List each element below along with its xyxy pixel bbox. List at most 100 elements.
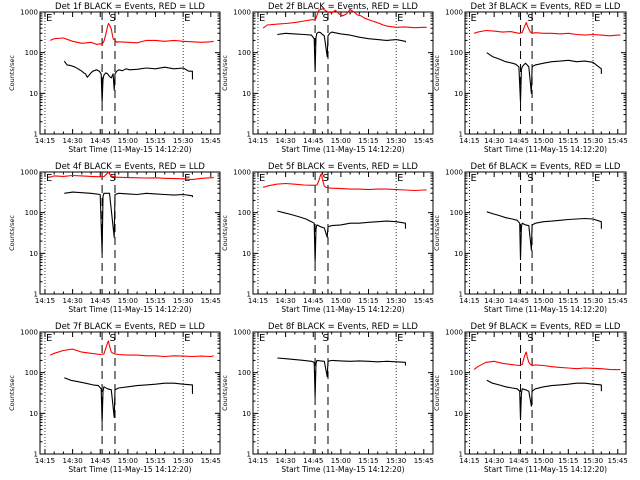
series-lld-line bbox=[262, 173, 427, 192]
series-lld-line bbox=[473, 351, 621, 371]
y-tick-label: 1 bbox=[459, 131, 463, 139]
y-tick-label: 1000 bbox=[20, 169, 38, 177]
y-tick-label: 1 bbox=[34, 291, 38, 299]
x-tick-label: 14:45 bbox=[303, 137, 323, 145]
panel-det-7f: Det 7f BLACK = Events, RED = LLD 1 10 100 10… bbox=[8, 322, 221, 474]
x-tick-label: 15:00 bbox=[118, 137, 138, 145]
x-tick-label: 15:30 bbox=[173, 137, 193, 145]
y-tick-label: 10 bbox=[29, 250, 38, 258]
x-tick-label: 15:15 bbox=[358, 297, 378, 305]
x-tick-label: 14:30 bbox=[63, 137, 83, 145]
chart-title: Det 2f BLACK = Events, RED = LLD bbox=[268, 2, 418, 12]
marker-e: E bbox=[470, 13, 476, 24]
y-tick-label: 1000 bbox=[20, 329, 38, 337]
x-tick-label: 14:45 bbox=[509, 137, 529, 145]
marker-e: E bbox=[46, 13, 52, 24]
y-tick-label: 100 bbox=[238, 209, 251, 217]
series-lld-line bbox=[262, 8, 427, 29]
y-tick-label: 1000 bbox=[233, 169, 251, 177]
x-tick-label: 15:30 bbox=[583, 457, 603, 465]
x-axis-label: Start Time (11-May-15 14:12:20) bbox=[484, 305, 607, 314]
y-tick-label: 1 bbox=[34, 451, 38, 459]
x-tick-label: 15:00 bbox=[331, 137, 351, 145]
marker-e: E bbox=[46, 333, 52, 344]
y-tick-label: 1 bbox=[247, 291, 251, 299]
series-events-line bbox=[486, 52, 602, 103]
y-tick-label: 100 bbox=[25, 369, 38, 377]
x-tick-label: 14:45 bbox=[90, 137, 110, 145]
x-axis-label: Start Time (11-May-15 14:12:20) bbox=[484, 465, 607, 474]
series-events-line bbox=[64, 191, 194, 254]
x-tick-label: 14:45 bbox=[90, 297, 110, 305]
marker-e: E bbox=[397, 333, 403, 344]
x-tick-label: 15:45 bbox=[414, 457, 434, 465]
series-events-line bbox=[63, 60, 194, 103]
chart-title: Det 9f BLACK = Events, RED = LLD bbox=[471, 322, 621, 332]
plot-frame bbox=[39, 331, 221, 455]
x-tick-label: 14:45 bbox=[509, 457, 529, 465]
y-tick-label: 10 bbox=[242, 250, 251, 258]
marker-e: E bbox=[259, 333, 265, 344]
marker-e: E bbox=[259, 173, 265, 184]
y-axis-label: Counts/sec bbox=[221, 215, 229, 251]
x-tick-label: 15:00 bbox=[534, 457, 554, 465]
x-tick-label: 15:15 bbox=[145, 297, 165, 305]
x-tick-label: 15:00 bbox=[534, 297, 554, 305]
x-tick-label: 14:30 bbox=[276, 297, 296, 305]
panel-det-8f: Det 8f BLACK = Events, RED = LLD 1 10 100 10… bbox=[221, 322, 434, 474]
x-axis-label: Start Time (11-May-15 14:12:20) bbox=[281, 465, 404, 474]
x-axis-label: Start Time (11-May-15 14:12:20) bbox=[68, 305, 191, 314]
x-tick-label: 14:30 bbox=[63, 297, 83, 305]
chart-title: Det 8f BLACK = Events, RED = LLD bbox=[268, 322, 418, 332]
x-tick-label: 14:30 bbox=[276, 457, 296, 465]
x-tick-label: 15:45 bbox=[608, 457, 628, 465]
x-tick-label: 15:15 bbox=[358, 137, 378, 145]
panel-det-9f: Det 9f BLACK = Events, RED = LLD 1 10 100 10… bbox=[433, 322, 628, 474]
y-tick-label: 1 bbox=[34, 131, 38, 139]
plot-frame bbox=[464, 11, 627, 135]
marker-e: E bbox=[397, 13, 403, 24]
y-axis-label: Counts/sec bbox=[221, 55, 229, 91]
marker-e: E bbox=[184, 13, 190, 24]
chart-title: Det 3f BLACK = Events, RED = LLD bbox=[471, 2, 621, 12]
x-axis-label: Start Time (11-May-15 14:12:20) bbox=[281, 145, 404, 154]
series-lld-line bbox=[49, 340, 214, 358]
x-tick-label: 15:15 bbox=[558, 457, 578, 465]
y-axis-label: Counts/sec bbox=[8, 215, 16, 251]
x-tick-label: 14:45 bbox=[509, 297, 529, 305]
x-tick-label: 15:30 bbox=[386, 457, 406, 465]
marker-s: S bbox=[527, 333, 533, 344]
y-axis-label: Counts/sec bbox=[221, 375, 229, 411]
y-tick-label: 1000 bbox=[445, 9, 463, 17]
x-tick-label: 15:00 bbox=[534, 137, 554, 145]
x-tick-label: 15:45 bbox=[201, 457, 221, 465]
y-tick-label: 100 bbox=[450, 209, 463, 217]
marker-e: E bbox=[594, 13, 600, 24]
y-tick-label: 100 bbox=[238, 49, 251, 57]
x-tick-label: 15:45 bbox=[414, 137, 434, 145]
plot-frame bbox=[252, 171, 434, 295]
y-tick-label: 100 bbox=[238, 369, 251, 377]
chart-title: Det 1f BLACK = Events, RED = LLD bbox=[55, 2, 205, 12]
y-axis-label: Counts/sec bbox=[433, 215, 441, 251]
panel-det-1f: Det 1f BLACK = Events, RED = LLD 1 10 100 10… bbox=[8, 2, 221, 154]
x-tick-label: 15:30 bbox=[386, 297, 406, 305]
x-tick-label: 14:30 bbox=[63, 457, 83, 465]
x-tick-label: 14:30 bbox=[484, 137, 504, 145]
x-tick-label: 15:15 bbox=[558, 137, 578, 145]
y-tick-label: 1 bbox=[459, 291, 463, 299]
marker-e: E bbox=[184, 333, 190, 344]
x-tick-label: 14:15 bbox=[459, 457, 479, 465]
marker-e: E bbox=[470, 173, 476, 184]
panel-det-6f: Det 6f BLACK = Events, RED = LLD 1 10 100 10… bbox=[433, 162, 628, 314]
x-tick-label: 15:00 bbox=[118, 457, 138, 465]
x-axis-label: Start Time (11-May-15 14:12:20) bbox=[68, 465, 191, 474]
panel-det-3f: Det 3f BLACK = Events, RED = LLD 1 10 100 10… bbox=[433, 2, 628, 154]
x-tick-label: 14:45 bbox=[303, 297, 323, 305]
y-tick-label: 1000 bbox=[445, 169, 463, 177]
x-tick-label: 15:30 bbox=[173, 457, 193, 465]
chart-title: Det 5f BLACK = Events, RED = LLD bbox=[268, 162, 418, 172]
y-tick-label: 1000 bbox=[233, 329, 251, 337]
y-axis-label: Counts/sec bbox=[433, 375, 441, 411]
